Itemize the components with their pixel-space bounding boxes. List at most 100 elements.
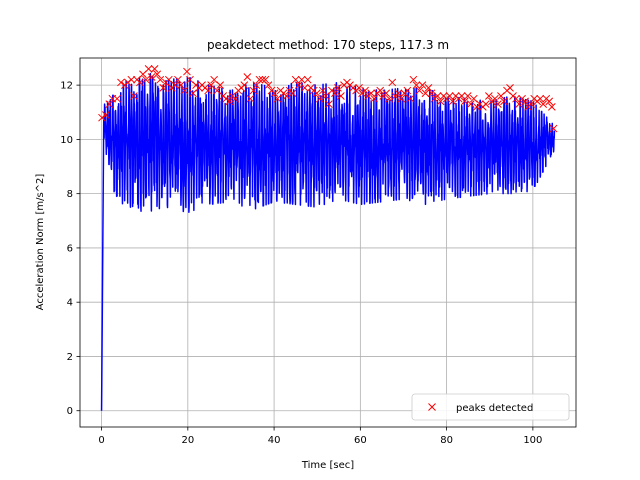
peak-marker-14 xyxy=(144,64,153,73)
peak-marker-49 xyxy=(249,86,258,95)
peak-marker-136 xyxy=(512,94,520,103)
peak-marker-141 xyxy=(527,100,535,108)
peak-marker-24 xyxy=(174,75,182,84)
peak-marker-13 xyxy=(142,75,150,84)
x-tick-label-60: 60 xyxy=(354,435,367,446)
peak-marker-63 xyxy=(291,75,300,84)
peak-marker-78 xyxy=(337,92,345,100)
peak-marker-129 xyxy=(491,94,499,103)
peak-marker-19 xyxy=(159,83,168,92)
peak-marker-1 xyxy=(102,111,110,119)
peak-marker-65 xyxy=(297,75,306,84)
acceleration-signal-line xyxy=(100,72,556,411)
peak-marker-64 xyxy=(294,81,303,89)
peak-marker-25 xyxy=(177,81,185,89)
peak-marker-66 xyxy=(300,83,309,92)
peak-marker-16 xyxy=(150,64,159,73)
peak-marker-115 xyxy=(448,97,457,106)
peak-marker-89 xyxy=(370,94,379,103)
x-tick-label-40: 40 xyxy=(268,435,281,446)
chart-title: peakdetect method: 170 steps, 117.3 m xyxy=(207,38,449,52)
peak-marker-53 xyxy=(261,75,270,84)
peak-marker-149 xyxy=(549,124,558,133)
peak-marker-91 xyxy=(376,86,385,95)
legend-entry-peaks: peaks detected xyxy=(456,403,533,414)
peak-marker-27 xyxy=(183,67,191,76)
peak-marker-97 xyxy=(394,89,403,98)
peak-marker-4 xyxy=(113,94,121,103)
y-tick-label-2: 2 xyxy=(67,352,73,363)
x-tick-label-0: 0 xyxy=(98,435,104,446)
peak-marker-106 xyxy=(421,89,430,98)
peak-marker-47 xyxy=(243,73,252,81)
peak-marker-38 xyxy=(216,81,225,89)
peak-marker-0 xyxy=(98,113,106,122)
series-layer xyxy=(100,72,556,411)
peak-marker-67 xyxy=(303,75,312,84)
x-axis-label: Time [sec] xyxy=(301,460,354,471)
peak-marker-48 xyxy=(246,94,255,103)
x-axis-ticks: 0 20 40 60 80 100 xyxy=(98,427,542,446)
y-tick-label-0: 0 xyxy=(67,406,73,417)
peak-marker-114 xyxy=(445,92,454,100)
peak-marker-100 xyxy=(403,86,412,95)
peak-marker-103 xyxy=(412,81,421,89)
peak-marker-126 xyxy=(482,100,490,108)
legend-box xyxy=(411,393,570,421)
axes-frame xyxy=(79,57,577,428)
y-axis-ticks: 0 2 4 6 8 10 12 xyxy=(60,81,80,417)
peak-marker-121 xyxy=(466,100,475,108)
peak-marker-18 xyxy=(156,75,165,84)
peak-marker-108 xyxy=(427,89,436,98)
peak-marker-102 xyxy=(409,75,418,84)
peak-marker-118 xyxy=(457,92,466,100)
peak-marker-110 xyxy=(433,92,442,100)
peak-marker-84 xyxy=(355,83,363,92)
peak-marker-15 xyxy=(147,73,156,81)
peak-marker-43 xyxy=(231,94,240,103)
peak-marker-56 xyxy=(270,89,279,98)
legend-x-marker-icon xyxy=(428,403,436,411)
peak-marker-26 xyxy=(180,86,189,95)
peak-marker-5 xyxy=(117,78,125,87)
peak-marker-93 xyxy=(382,89,391,98)
peak-marker-41 xyxy=(225,97,234,106)
peak-marker-130 xyxy=(494,100,502,108)
peak-marker-145 xyxy=(539,100,548,108)
peaks-layer xyxy=(98,64,558,133)
peak-marker-2 xyxy=(105,100,114,108)
legend: peaks detected xyxy=(411,393,570,421)
peak-marker-120 xyxy=(463,92,472,100)
peak-marker-98 xyxy=(397,94,406,103)
y-tick-label-6: 6 xyxy=(67,243,73,254)
peak-marker-101 xyxy=(406,94,415,103)
peak-marker-147 xyxy=(545,97,554,106)
x-tick-label-20: 20 xyxy=(181,435,194,446)
peak-marker-62 xyxy=(288,89,297,98)
peak-marker-95 xyxy=(388,78,397,87)
x-tick-label-80: 80 xyxy=(440,435,453,446)
peak-marker-70 xyxy=(312,89,321,98)
peak-marker-76 xyxy=(331,89,339,98)
peak-marker-77 xyxy=(334,83,342,92)
peak-marker-132 xyxy=(500,97,508,106)
peak-marker-127 xyxy=(485,92,493,100)
peak-marker-23 xyxy=(171,81,179,89)
peak-marker-86 xyxy=(361,86,369,95)
peak-marker-144 xyxy=(536,94,545,103)
y-tick-label-4: 4 xyxy=(67,298,73,309)
peak-marker-51 xyxy=(255,75,264,84)
peak-marker-9 xyxy=(130,92,138,100)
peak-marker-148 xyxy=(547,102,556,111)
plot-area xyxy=(98,64,558,411)
grid-lines xyxy=(80,58,576,427)
y-tick-label-10: 10 xyxy=(60,135,73,146)
peak-marker-8 xyxy=(127,75,136,84)
x-tick-label-100: 100 xyxy=(523,435,542,446)
peak-marker-111 xyxy=(436,97,445,106)
peak-marker-54 xyxy=(264,81,273,89)
peak-marker-71 xyxy=(315,94,324,103)
peak-marker-34 xyxy=(204,86,212,95)
peak-marker-137 xyxy=(515,100,523,108)
